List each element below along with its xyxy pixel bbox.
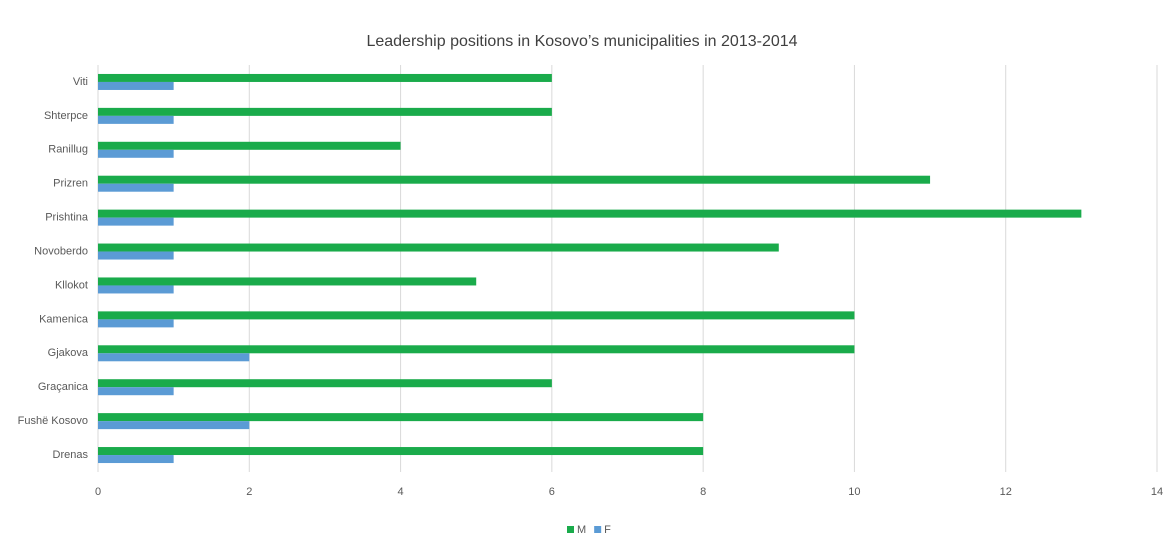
y-tick-label: Novoberdo	[34, 245, 88, 257]
bar	[98, 311, 855, 320]
legend-label: M	[577, 524, 586, 536]
bar	[98, 81, 174, 90]
y-tick-label: Viti	[73, 76, 88, 88]
x-tick-label: 6	[549, 486, 555, 498]
y-tick-label: Prizren	[53, 178, 88, 190]
bar	[98, 217, 174, 226]
bar	[98, 209, 1082, 218]
bar	[98, 413, 704, 422]
bar	[98, 353, 250, 362]
bar	[98, 183, 174, 192]
bar	[98, 345, 855, 354]
bar	[98, 149, 174, 158]
bar	[98, 175, 931, 184]
y-tick-label: Gjakova	[48, 347, 89, 359]
y-tick-label: Graçanica	[38, 381, 89, 393]
bar	[98, 447, 704, 456]
bar	[98, 251, 174, 260]
x-tick-label: 2	[246, 486, 252, 498]
chart-title: Leadership positions in Kosovo’s municip…	[366, 33, 797, 50]
y-tick-label: Kamenica	[39, 313, 89, 325]
bar	[98, 115, 174, 124]
bar	[98, 379, 552, 388]
bar	[98, 319, 174, 328]
y-tick-label: Fushë Kosovo	[18, 415, 88, 427]
y-tick-label: Prishtina	[45, 212, 89, 224]
bar	[98, 107, 552, 116]
x-tick-label: 14	[1151, 486, 1163, 498]
bar	[98, 141, 401, 150]
bar	[98, 243, 779, 252]
legend-label: F	[604, 524, 611, 536]
y-tick-label: Drenas	[53, 449, 89, 461]
y-tick-label: Ranillug	[48, 144, 88, 156]
bar	[98, 73, 552, 82]
bar	[98, 277, 477, 286]
bar	[98, 455, 174, 464]
x-tick-label: 0	[95, 486, 101, 498]
y-tick-label: Shterpce	[44, 110, 88, 122]
legend-swatch	[594, 526, 602, 533]
x-tick-label: 4	[398, 486, 404, 498]
x-tick-label: 10	[848, 486, 860, 498]
bar	[98, 387, 174, 396]
x-tick-label: 8	[700, 486, 706, 498]
bar	[98, 285, 174, 294]
y-tick-label: Kllokot	[55, 279, 88, 291]
legend-swatch	[567, 526, 574, 533]
bar	[98, 421, 250, 430]
x-tick-label: 12	[1000, 486, 1012, 498]
